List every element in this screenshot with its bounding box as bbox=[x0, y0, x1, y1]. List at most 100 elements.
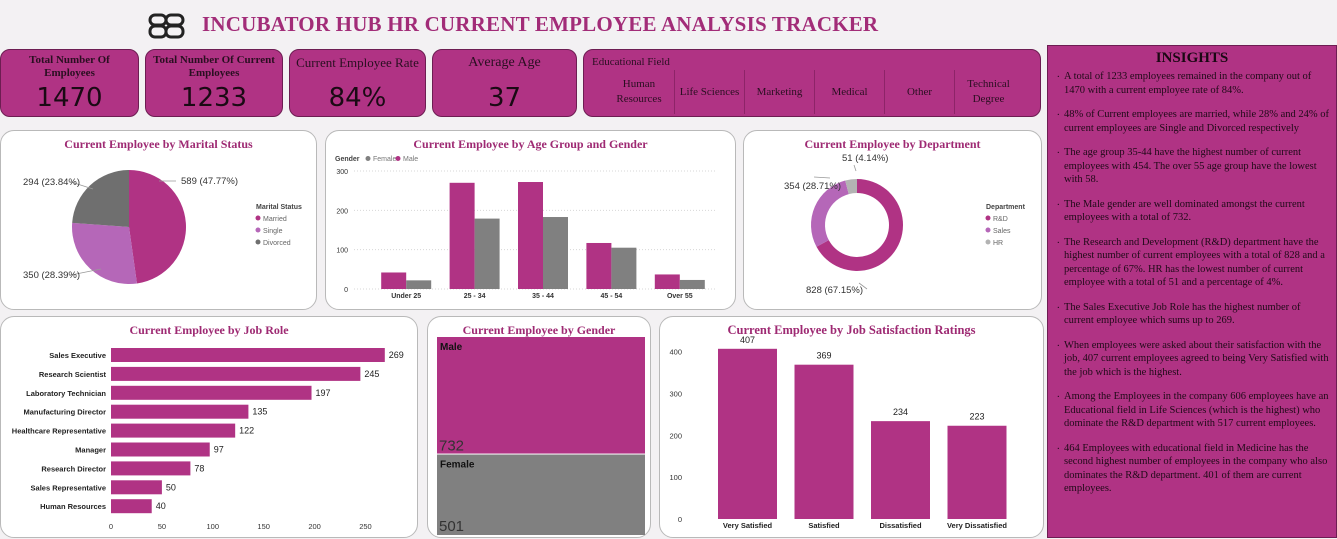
satisfaction-bar[interactable] bbox=[718, 348, 777, 519]
legend-entry[interactable]: Sales bbox=[993, 228, 1011, 235]
leader-line bbox=[70, 181, 94, 190]
insight-item: The Sales Executive Job Role has the hig… bbox=[1048, 299, 1336, 328]
bar-female[interactable] bbox=[406, 280, 432, 289]
y-tick-label: 100 bbox=[669, 473, 682, 482]
bar-female[interactable] bbox=[543, 217, 568, 289]
job-role-bar[interactable] bbox=[111, 385, 312, 400]
kpi-average-age: Average Age 37 bbox=[432, 49, 577, 117]
pie-slice-married[interactable] bbox=[129, 170, 186, 284]
pie-slice-rd[interactable] bbox=[816, 179, 903, 271]
y-tick-label: 300 bbox=[669, 390, 682, 399]
legend-entry[interactable]: Male bbox=[403, 156, 418, 163]
job-role-bar[interactable] bbox=[111, 404, 249, 419]
department-panel: Current Employee by Department 828 (67.1… bbox=[743, 130, 1042, 310]
edu-marketing[interactable]: Marketing bbox=[744, 70, 814, 114]
x-tick-label: 100 bbox=[207, 522, 220, 531]
edu-medical[interactable]: Medical bbox=[814, 70, 884, 114]
job-satisfaction-panel: Current Employee by Job Satisfaction Rat… bbox=[659, 316, 1044, 538]
leader-line bbox=[858, 282, 868, 290]
bar-female[interactable] bbox=[679, 279, 705, 289]
treemap-label: Male bbox=[440, 342, 463, 353]
bar-male[interactable] bbox=[518, 182, 543, 289]
leader-line bbox=[813, 176, 831, 179]
y-tick-label: Sales Representative bbox=[31, 483, 106, 492]
kpi-value: 1233 bbox=[180, 83, 248, 113]
y-tick-label: 200 bbox=[336, 208, 348, 215]
satisfaction-bar[interactable] bbox=[871, 421, 930, 519]
x-tick-label: 250 bbox=[359, 522, 372, 531]
kpi-value: 1470 bbox=[36, 83, 103, 113]
edu-human-resources[interactable]: Human Resources bbox=[616, 78, 662, 105]
job-role-bar[interactable] bbox=[111, 423, 236, 438]
job-satisfaction-chart: 0 100 200 300 400 407 Very Satisfied 369 Satisfi… bbox=[669, 335, 1007, 530]
bar-male[interactable] bbox=[381, 272, 407, 289]
y-tick-label: Laboratory Technician bbox=[26, 389, 106, 398]
treemap-female[interactable] bbox=[437, 454, 645, 535]
job-role-bar[interactable] bbox=[111, 461, 191, 476]
x-tick-label: 45 - 54 bbox=[601, 293, 623, 300]
kpi-current-employees: Total Number Of Current Employees 1233 bbox=[145, 49, 283, 117]
data-label: 135 bbox=[252, 407, 267, 417]
data-label: 122 bbox=[239, 426, 254, 436]
job-role-bar[interactable] bbox=[111, 499, 152, 514]
pie-slice-hr[interactable] bbox=[845, 179, 857, 195]
gender-chart: Male 732 Female 501 bbox=[437, 337, 645, 535]
legend-entry[interactable]: Divorced bbox=[263, 240, 291, 247]
bar-female[interactable] bbox=[474, 218, 500, 289]
y-tick-label: Manager bbox=[75, 446, 106, 455]
job-role-bar[interactable] bbox=[111, 442, 210, 457]
data-label: 245 bbox=[364, 369, 379, 379]
data-label: 269 bbox=[389, 350, 404, 360]
edu-life-sciences[interactable]: Life Sciences bbox=[674, 70, 744, 114]
edu-other[interactable]: Other bbox=[884, 70, 954, 114]
job-role-bar[interactable] bbox=[111, 348, 385, 362]
pie-slice-single[interactable] bbox=[71, 222, 137, 284]
legend-entry[interactable]: HR bbox=[993, 240, 1003, 247]
satisfaction-bar[interactable] bbox=[794, 364, 854, 519]
legend-entry[interactable]: Single bbox=[263, 228, 283, 235]
legend-title: Department bbox=[986, 204, 1026, 211]
insight-item: The Male gender are well dominated among… bbox=[1048, 196, 1336, 225]
bar-male[interactable] bbox=[449, 182, 475, 289]
treemap-male[interactable] bbox=[437, 337, 645, 454]
kpi-value: 37 bbox=[487, 83, 522, 113]
y-tick-label: 0 bbox=[678, 515, 682, 524]
data-label: 197 bbox=[316, 388, 331, 398]
job-role-bar[interactable] bbox=[111, 366, 361, 381]
data-label: 294 (23.84%) bbox=[23, 177, 80, 188]
legend-entry[interactable]: Married bbox=[263, 216, 287, 223]
job-role-panel: Current Employee by Job Role Sales Execu… bbox=[0, 316, 418, 538]
y-tick-label: Sales Executive bbox=[49, 351, 106, 360]
pie-slice-divorced[interactable] bbox=[72, 170, 129, 227]
job-role-bar[interactable] bbox=[111, 480, 162, 495]
data-label: 97 bbox=[214, 445, 224, 455]
x-tick-label: Under 25 bbox=[391, 293, 421, 300]
data-label: 51 (4.14%) bbox=[842, 153, 888, 164]
data-label: 354 (28.71%) bbox=[784, 181, 841, 192]
satisfaction-bar[interactable] bbox=[947, 425, 1007, 519]
insight-item: A total of 1233 employees remained in th… bbox=[1048, 68, 1336, 97]
bar-male[interactable] bbox=[586, 242, 612, 289]
bar-male[interactable] bbox=[654, 274, 680, 289]
treemap-value: 732 bbox=[439, 438, 464, 455]
age-gender-chart: 0 100 200 300 Under 25 25 - 34 35 - 44 45 - 54 O… bbox=[335, 156, 716, 300]
y-tick-label: Manufacturing Director bbox=[23, 408, 106, 417]
insight-item: When employees were asked about their sa… bbox=[1048, 337, 1336, 380]
x-tick-label: 0 bbox=[109, 522, 113, 531]
data-label: 589 (47.77%) bbox=[181, 176, 238, 187]
y-tick-label: 0 bbox=[344, 287, 348, 294]
data-label: 78 bbox=[194, 463, 204, 473]
legend-entry[interactable]: Female bbox=[373, 156, 396, 163]
chart-title: Current Employee by Age Group and Gender bbox=[413, 137, 648, 151]
edu-technical-degree[interactable]: Technical Degree bbox=[954, 70, 1022, 114]
gender-panel: Current Employee by Gender Male 732 Female… bbox=[427, 316, 651, 538]
insights-panel: INSIGHTS A total of 1233 employees remai… bbox=[1047, 45, 1337, 538]
legend-entry[interactable]: R&D bbox=[993, 216, 1008, 223]
x-tick-label: Satisfied bbox=[808, 521, 840, 530]
legend-marker bbox=[395, 156, 401, 161]
treemap-value: 501 bbox=[439, 518, 464, 535]
pie-slice-sales[interactable] bbox=[811, 180, 849, 247]
page-title: INCUBATOR HUB HR CURRENT EMPLOYEE ANALYS… bbox=[202, 12, 879, 36]
insight-item: 464 Employees with educational field in … bbox=[1048, 440, 1336, 496]
bar-female[interactable] bbox=[611, 247, 637, 289]
